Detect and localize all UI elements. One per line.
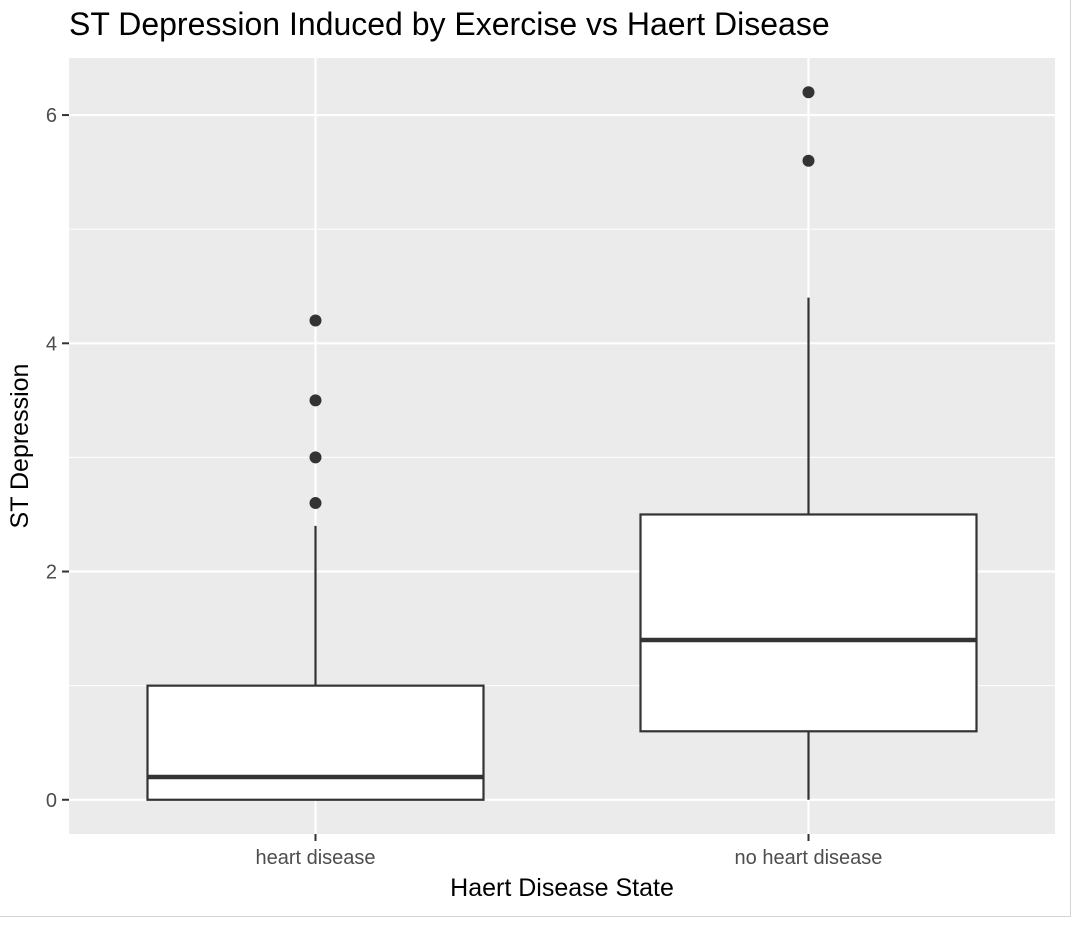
box-iqr	[639, 513, 978, 733]
outlier-point	[802, 86, 815, 99]
x-tick-label: heart disease	[255, 847, 375, 869]
y-tick-label: 4	[46, 333, 57, 355]
box-1	[146, 314, 485, 801]
y-axis-title: ST Depression	[6, 364, 34, 529]
outlier-point	[309, 451, 322, 464]
box-iqr	[146, 684, 485, 801]
outlier-point	[802, 154, 815, 167]
boxplot-chart: ST Depression Induced by Exercise vs Hae…	[6, 6, 1055, 902]
outlier-point	[309, 497, 322, 510]
box-2	[639, 86, 978, 800]
x-axis-title: Haert Disease State	[450, 874, 674, 902]
axes: 0 2 4 6 heart disease no heart disease	[46, 105, 883, 869]
y-tick-label: 6	[46, 105, 57, 127]
outlier-point	[309, 394, 322, 407]
boxes	[146, 86, 978, 801]
chart-frame: ST Depression Induced by Exercise vs Hae…	[0, 0, 1071, 917]
outlier-point	[309, 314, 322, 327]
chart-title: ST Depression Induced by Exercise vs Hae…	[69, 6, 830, 42]
y-tick-label: 2	[46, 562, 57, 584]
y-tick-label: 0	[46, 790, 57, 812]
x-tick-label: no heart disease	[735, 847, 883, 869]
